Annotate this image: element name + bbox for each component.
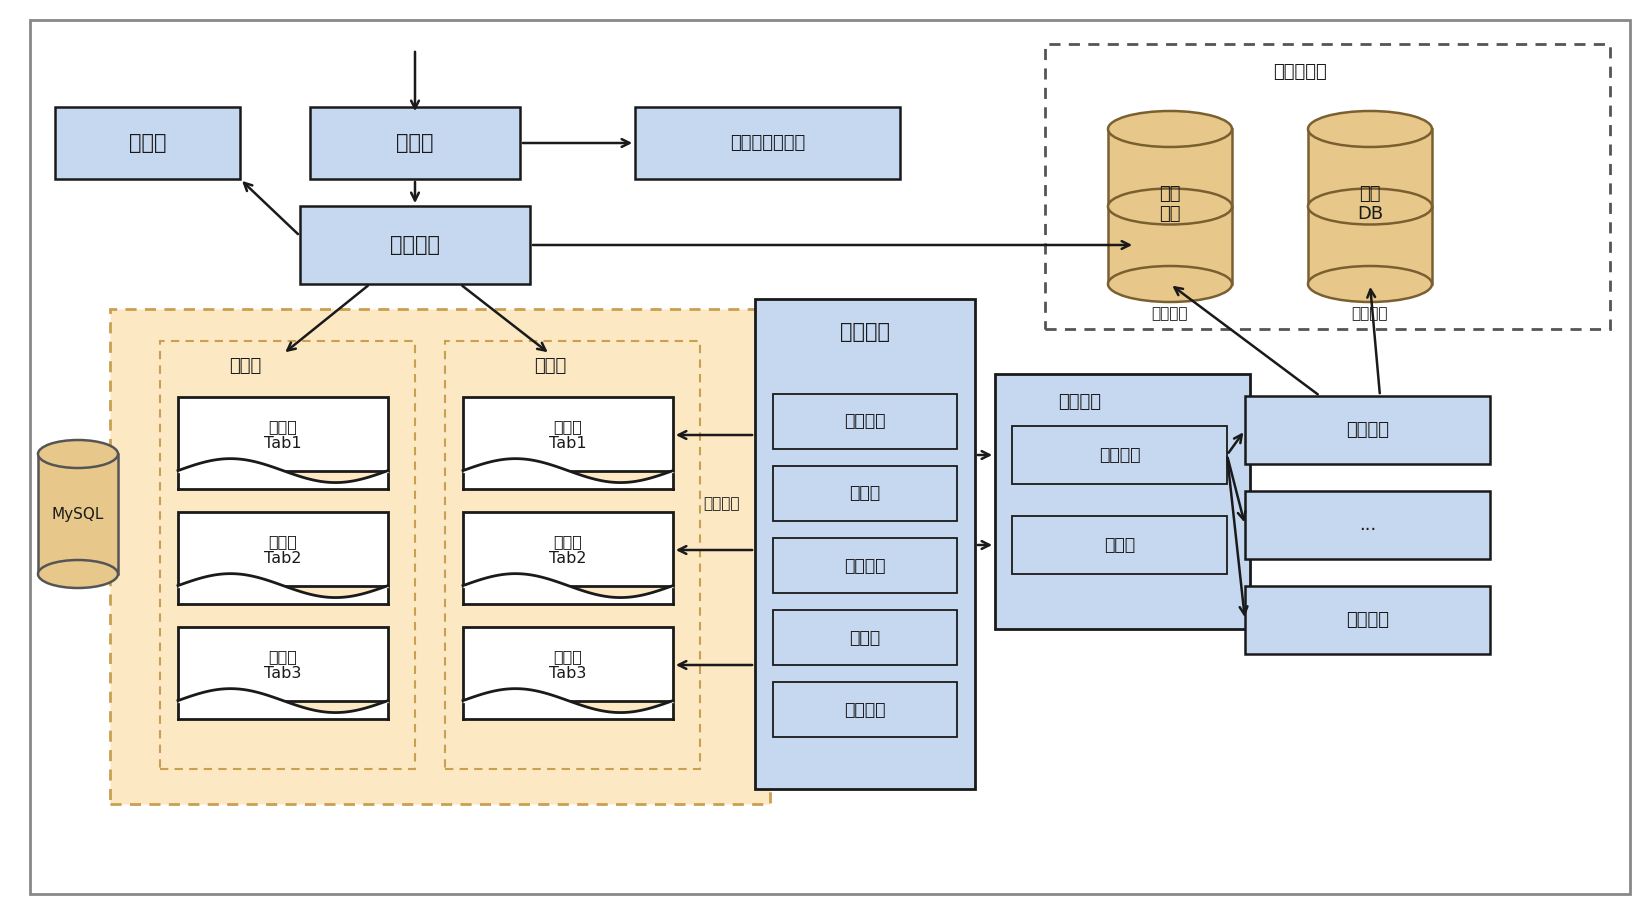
FancyBboxPatch shape (1244, 586, 1490, 654)
Text: 任务表
Tab3: 任务表 Tab3 (549, 649, 587, 681)
Text: 更新缓存: 更新缓存 (1151, 306, 1188, 322)
Ellipse shape (1308, 266, 1431, 302)
Text: 接单服务: 接单服务 (390, 235, 439, 255)
Ellipse shape (1308, 188, 1431, 225)
FancyBboxPatch shape (1244, 491, 1490, 559)
Text: 接单表: 接单表 (229, 357, 261, 375)
FancyBboxPatch shape (772, 610, 957, 665)
FancyBboxPatch shape (110, 309, 770, 804)
Polygon shape (1308, 207, 1431, 284)
Text: 状态机: 状态机 (849, 484, 880, 503)
Polygon shape (1108, 207, 1231, 284)
FancyBboxPatch shape (772, 466, 957, 521)
Ellipse shape (1108, 111, 1231, 147)
FancyBboxPatch shape (772, 682, 957, 737)
FancyBboxPatch shape (310, 107, 520, 179)
Ellipse shape (1308, 111, 1431, 147)
FancyBboxPatch shape (1011, 426, 1226, 484)
Text: 订单
缓存: 订单 缓存 (1159, 185, 1180, 223)
Text: 订单
DB: 订单 DB (1355, 185, 1382, 223)
Text: 结算页: 结算页 (397, 133, 433, 153)
Text: 接单表
Tab2: 接单表 Tab2 (264, 534, 302, 566)
Text: 订单号生成服务: 订单号生成服务 (729, 134, 805, 152)
Ellipse shape (38, 560, 118, 588)
Text: 服务编排: 服务编排 (844, 412, 885, 430)
FancyBboxPatch shape (754, 299, 975, 789)
FancyBboxPatch shape (444, 341, 700, 769)
FancyBboxPatch shape (995, 374, 1249, 629)
Text: 订单通知: 订单通知 (1346, 611, 1388, 629)
FancyBboxPatch shape (462, 397, 672, 471)
Ellipse shape (38, 440, 118, 468)
Text: 订单引擎: 订单引擎 (839, 322, 890, 342)
Ellipse shape (1108, 188, 1231, 225)
Text: 订单中心: 订单中心 (1346, 421, 1388, 439)
Text: 任务表
Tab1: 任务表 Tab1 (549, 419, 587, 452)
FancyBboxPatch shape (462, 512, 672, 586)
FancyBboxPatch shape (179, 397, 388, 471)
Ellipse shape (1108, 266, 1231, 302)
FancyBboxPatch shape (1011, 516, 1226, 574)
Text: 订单管道: 订单管道 (1057, 393, 1101, 411)
Text: 收银台: 收银台 (129, 133, 166, 153)
Polygon shape (1308, 129, 1431, 207)
FancyBboxPatch shape (56, 107, 239, 179)
Text: 接单表
Tab1: 接单表 Tab1 (264, 419, 302, 452)
FancyBboxPatch shape (462, 627, 672, 701)
FancyBboxPatch shape (772, 538, 957, 593)
Text: 写入订单: 写入订单 (1351, 306, 1387, 322)
Text: 线程池: 线程池 (849, 629, 880, 646)
FancyBboxPatch shape (772, 394, 957, 449)
FancyBboxPatch shape (1044, 44, 1609, 329)
Text: 更新状态: 更新状态 (703, 496, 739, 512)
Text: 接单表
Tab3: 接单表 Tab3 (264, 649, 302, 681)
FancyBboxPatch shape (1244, 396, 1490, 464)
FancyBboxPatch shape (179, 627, 388, 701)
Polygon shape (38, 454, 118, 574)
Text: 订单中心库: 订单中心库 (1272, 63, 1326, 81)
FancyBboxPatch shape (634, 107, 900, 179)
FancyBboxPatch shape (161, 341, 415, 769)
Text: MySQL: MySQL (52, 506, 105, 522)
Text: 任务表: 任务表 (534, 357, 565, 375)
FancyBboxPatch shape (300, 206, 529, 284)
Text: 线程池: 线程池 (1103, 536, 1134, 554)
FancyBboxPatch shape (179, 512, 388, 586)
Text: 远程调度: 远程调度 (1098, 446, 1139, 464)
Text: 任务表
Tab2: 任务表 Tab2 (549, 534, 587, 566)
Text: 定时校验: 定时校验 (844, 700, 885, 718)
Text: 异步调度: 异步调度 (844, 557, 885, 575)
Text: ...: ... (1359, 516, 1375, 534)
Polygon shape (1108, 129, 1231, 207)
FancyBboxPatch shape (30, 20, 1629, 894)
